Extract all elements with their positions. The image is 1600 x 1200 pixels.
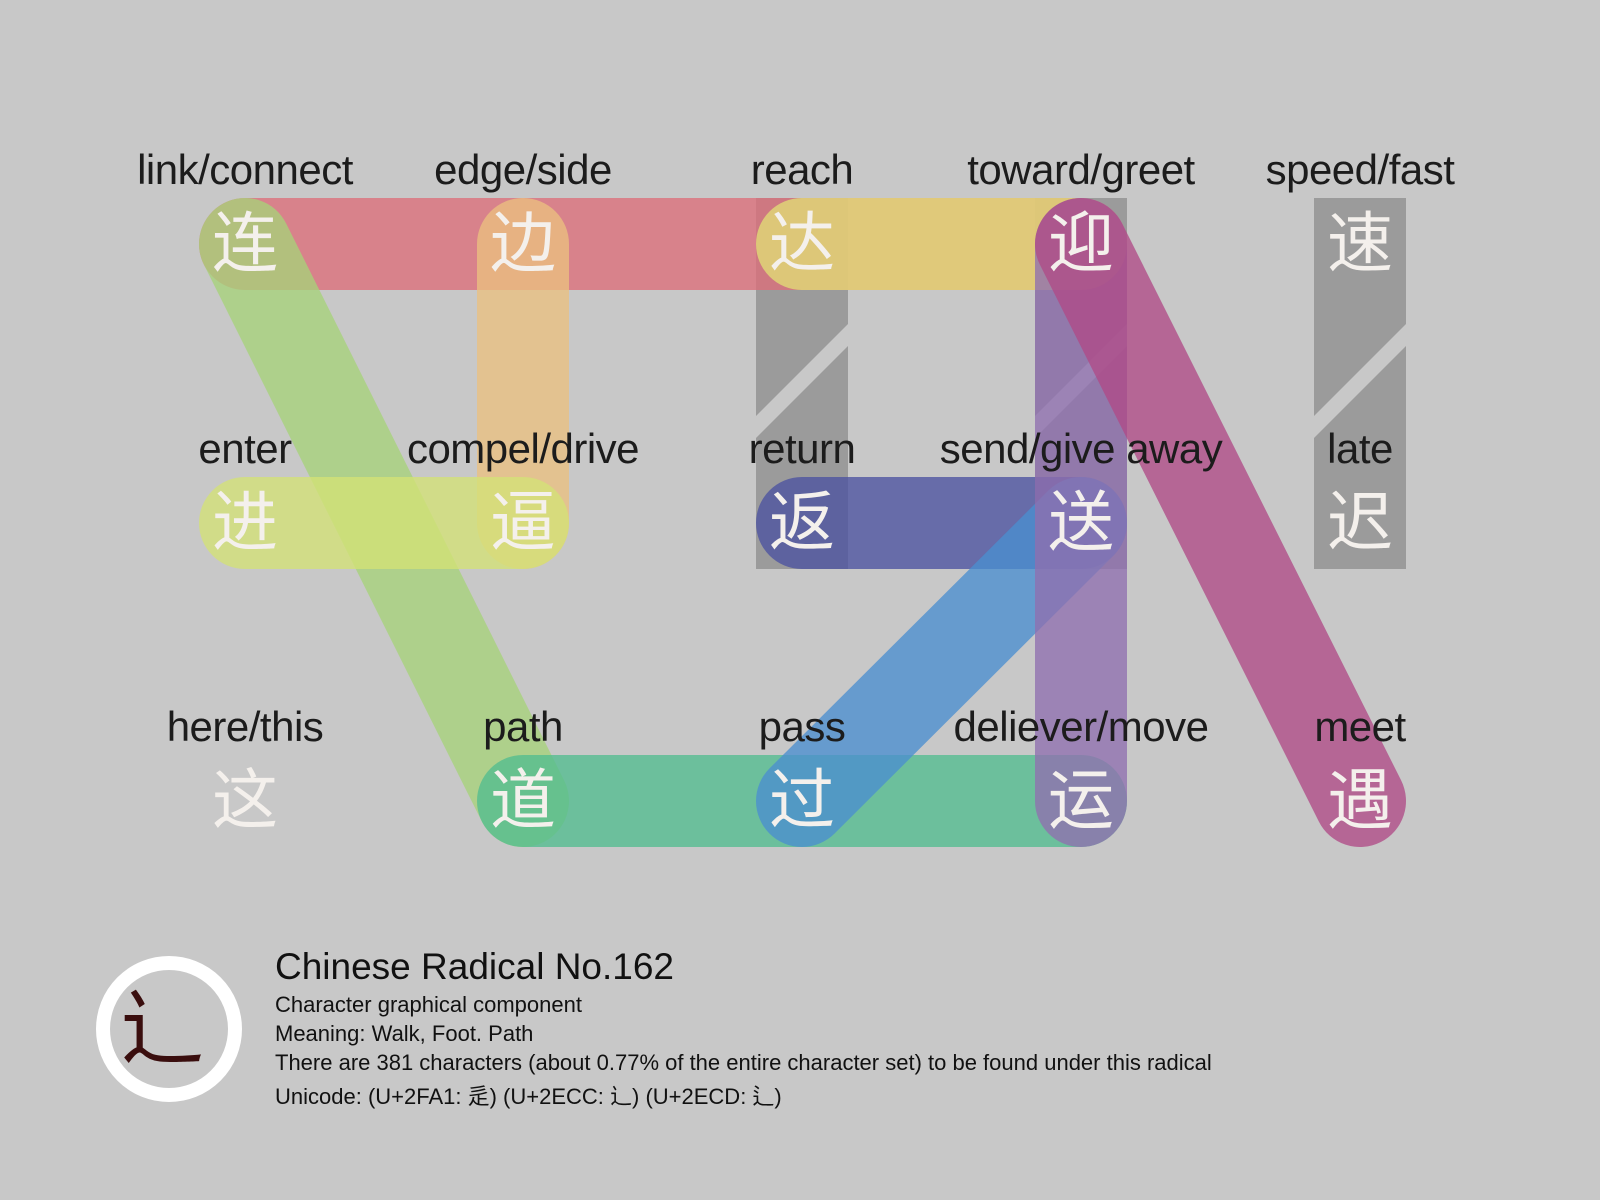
node-char-ying: 迎 xyxy=(1048,205,1114,282)
node-label-song: send/give away xyxy=(939,425,1223,472)
node-char-jin: 进 xyxy=(212,484,278,561)
link-ying-yu xyxy=(1035,198,1406,847)
node-label-bian: edge/side xyxy=(434,146,612,193)
node-char-fan: 返 xyxy=(769,484,835,561)
node-char-da: 达 xyxy=(769,205,835,282)
footer-line-4: Unicode: (U+2FA1: ⾡) (U+2ECC: ⻌) (U+2ECD… xyxy=(275,1084,782,1109)
node-label-chi: late xyxy=(1327,425,1393,472)
node-label-fan: return xyxy=(748,425,856,472)
node-label-dao: path xyxy=(483,703,563,750)
node-label-yun: deliever/move xyxy=(953,703,1209,750)
logo-char: ⻌ xyxy=(120,980,204,1078)
node-label-guo: pass xyxy=(758,703,846,750)
links xyxy=(199,198,1406,847)
node-label-da: reach xyxy=(750,146,854,193)
node-char-yun: 运 xyxy=(1048,762,1114,839)
gray-band-2-0 xyxy=(1314,198,1406,416)
node-char-song: 送 xyxy=(1048,484,1114,561)
node-char-bian: 边 xyxy=(490,205,556,282)
node-label-lian: link/connect xyxy=(137,146,353,193)
footer-title: Chinese Radical No.162 xyxy=(275,946,675,987)
node-label-su: speed/fast xyxy=(1265,146,1455,193)
footer-line-1: Character graphical component xyxy=(275,992,582,1017)
node-char-chi: 迟 xyxy=(1327,484,1393,561)
node-label-bi: compel/drive xyxy=(406,425,640,472)
node-label-ying: toward/greet xyxy=(967,146,1195,193)
node-label-zhe: here/this xyxy=(166,703,324,750)
node-char-dao: 道 xyxy=(490,762,556,839)
node-char-zhe: 这 xyxy=(212,762,278,839)
node-label-yu: meet xyxy=(1314,703,1406,750)
node-char-lian: 连 xyxy=(212,205,278,282)
node-label-jin: enter xyxy=(198,425,292,472)
radical-logo-icon: ⻌ xyxy=(96,956,242,1102)
gray-band-2-1 xyxy=(1314,346,1406,569)
footer-line-3: There are 381 characters (about 0.77% of… xyxy=(275,1050,1212,1075)
node-char-su: 速 xyxy=(1327,205,1393,282)
footer-line-2: Meaning: Walk, Foot. Path xyxy=(275,1021,534,1046)
node-char-bi: 逼 xyxy=(490,484,556,561)
link-guo-song xyxy=(756,477,1127,847)
node-char-yu: 遇 xyxy=(1327,762,1393,839)
node-char-guo: 过 xyxy=(769,762,835,839)
